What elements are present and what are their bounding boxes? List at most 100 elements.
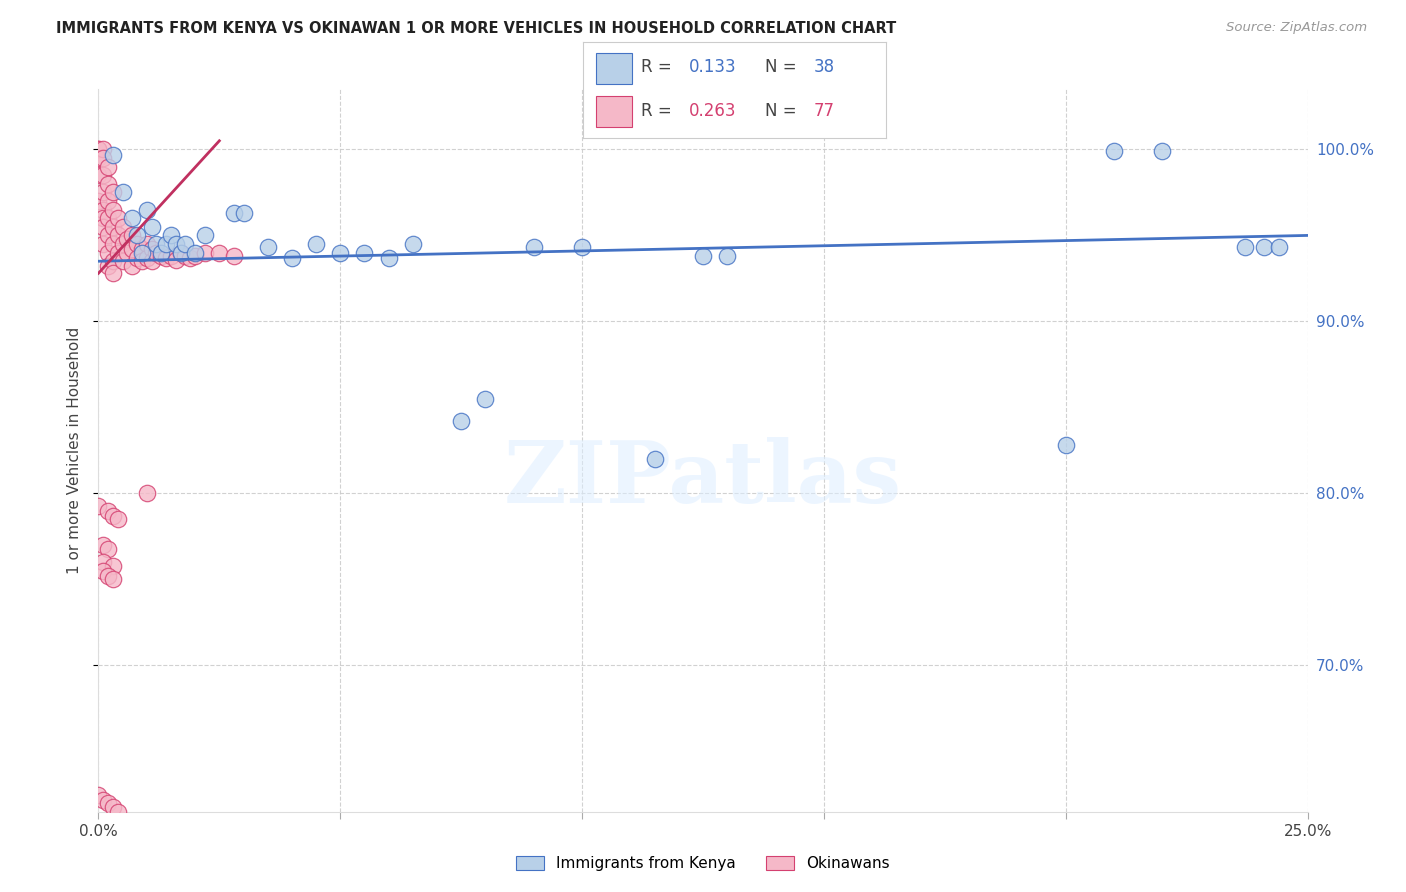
Point bbox=[107, 805, 129, 819]
Point bbox=[377, 251, 399, 265]
Point bbox=[111, 186, 134, 200]
FancyBboxPatch shape bbox=[596, 54, 631, 85]
Point bbox=[184, 245, 207, 260]
Point bbox=[1054, 438, 1077, 452]
Point bbox=[135, 251, 157, 265]
Point bbox=[107, 211, 129, 226]
Point bbox=[101, 219, 124, 234]
Point bbox=[91, 538, 114, 552]
Point bbox=[101, 799, 124, 814]
Point bbox=[281, 251, 304, 265]
Point bbox=[121, 211, 143, 226]
Point bbox=[135, 202, 157, 217]
Point bbox=[111, 219, 134, 234]
Point bbox=[91, 202, 114, 217]
Point bbox=[523, 240, 546, 254]
Point bbox=[692, 249, 714, 263]
Point bbox=[117, 245, 139, 260]
Point bbox=[222, 249, 245, 263]
Point bbox=[256, 240, 278, 254]
Point bbox=[165, 237, 187, 252]
Point bbox=[155, 251, 177, 265]
Point bbox=[101, 558, 124, 573]
Point bbox=[160, 228, 183, 243]
Point bbox=[121, 228, 143, 243]
Point bbox=[353, 245, 375, 260]
Point bbox=[127, 237, 149, 252]
Point bbox=[101, 186, 124, 200]
Point bbox=[1233, 240, 1256, 254]
Point bbox=[97, 194, 120, 208]
Point bbox=[91, 564, 114, 578]
Text: 0.133: 0.133 bbox=[689, 59, 737, 77]
Point bbox=[101, 202, 124, 217]
Point bbox=[135, 486, 157, 500]
Point bbox=[91, 186, 114, 200]
Point bbox=[97, 541, 120, 556]
Text: IMMIGRANTS FROM KENYA VS OKINAWAN 1 OR MORE VEHICLES IN HOUSEHOLD CORRELATION CH: IMMIGRANTS FROM KENYA VS OKINAWAN 1 OR M… bbox=[56, 21, 897, 36]
Point bbox=[194, 245, 217, 260]
Point bbox=[121, 242, 143, 256]
Point bbox=[305, 237, 328, 252]
Text: R =: R = bbox=[641, 102, 676, 120]
Point bbox=[222, 206, 245, 220]
Point bbox=[127, 228, 149, 243]
Point bbox=[111, 237, 134, 252]
Point bbox=[131, 245, 153, 260]
Point bbox=[571, 240, 593, 254]
Point bbox=[169, 245, 191, 260]
Point bbox=[91, 151, 114, 165]
Point bbox=[91, 142, 114, 156]
Point bbox=[107, 228, 129, 243]
Point bbox=[97, 228, 120, 243]
Point bbox=[97, 569, 120, 583]
Point bbox=[91, 555, 114, 569]
Text: 38: 38 bbox=[813, 59, 834, 77]
Point bbox=[141, 254, 163, 268]
Point bbox=[91, 219, 114, 234]
Point bbox=[160, 249, 183, 263]
Legend: Immigrants from Kenya, Okinawans: Immigrants from Kenya, Okinawans bbox=[510, 850, 896, 877]
Point bbox=[150, 249, 173, 263]
Point bbox=[141, 242, 163, 256]
Point bbox=[135, 237, 157, 252]
Point bbox=[131, 254, 153, 268]
Point bbox=[402, 237, 425, 252]
Point bbox=[101, 147, 124, 161]
Point bbox=[450, 414, 472, 428]
Point bbox=[97, 260, 120, 274]
Point bbox=[117, 232, 139, 246]
Point bbox=[127, 251, 149, 265]
Point bbox=[165, 252, 187, 267]
Point bbox=[131, 242, 153, 256]
Point bbox=[174, 237, 197, 252]
Point bbox=[97, 245, 120, 260]
Point bbox=[97, 503, 120, 517]
Point bbox=[91, 211, 114, 226]
Point bbox=[716, 249, 738, 263]
Point bbox=[474, 392, 496, 406]
Y-axis label: 1 or more Vehicles in Household: 1 or more Vehicles in Household bbox=[67, 326, 83, 574]
Point bbox=[87, 194, 110, 208]
Point bbox=[97, 177, 120, 191]
Point bbox=[91, 168, 114, 182]
Text: N =: N = bbox=[765, 102, 801, 120]
Point bbox=[101, 237, 124, 252]
Point bbox=[107, 512, 129, 526]
Point bbox=[87, 168, 110, 182]
Point bbox=[107, 245, 129, 260]
Point bbox=[1102, 144, 1125, 158]
Text: 77: 77 bbox=[813, 102, 834, 120]
Point bbox=[87, 142, 110, 156]
Point bbox=[155, 237, 177, 252]
Point bbox=[101, 573, 124, 587]
Point bbox=[194, 228, 217, 243]
Point bbox=[184, 249, 207, 263]
Point bbox=[91, 793, 114, 807]
Point bbox=[97, 211, 120, 226]
Point bbox=[1253, 240, 1275, 254]
Point bbox=[169, 245, 191, 260]
Point bbox=[145, 245, 167, 260]
Point bbox=[87, 499, 110, 513]
Point bbox=[111, 254, 134, 268]
